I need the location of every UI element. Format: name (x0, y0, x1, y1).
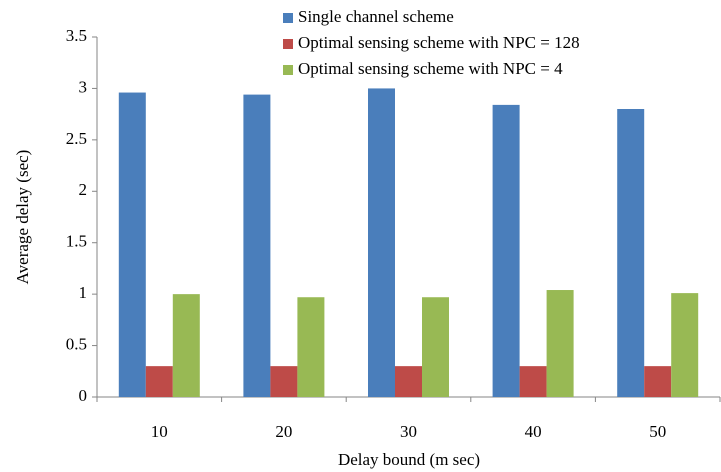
bar (395, 366, 422, 397)
bar (422, 297, 449, 397)
bar (671, 293, 699, 397)
legend-swatch (283, 65, 293, 75)
bar (368, 88, 395, 397)
y-tick-label: 0.5 (66, 334, 87, 353)
x-tick-label: 50 (649, 422, 666, 441)
y-tick-label: 2.5 (66, 129, 87, 148)
legend-swatch (283, 39, 293, 49)
x-tick-label: 40 (525, 422, 542, 441)
bar (617, 109, 645, 397)
bar (519, 366, 547, 397)
bar (118, 92, 146, 398)
bar (644, 366, 672, 397)
y-tick-label: 3 (79, 77, 88, 96)
bar (270, 366, 298, 397)
x-tick-label: 30 (400, 422, 417, 441)
x-tick-label: 10 (151, 422, 168, 441)
y-tick-label: 3.5 (66, 26, 87, 45)
legend-swatch (283, 13, 293, 23)
y-tick-label: 0 (79, 386, 88, 405)
legend-label: Single channel scheme (298, 7, 454, 26)
y-tick-label: 2 (79, 180, 88, 199)
legend-label: Optimal sensing scheme with NPC = 128 (298, 33, 580, 52)
bar (172, 294, 200, 397)
y-tick-label: 1 (79, 283, 88, 302)
bar (145, 366, 173, 397)
x-axis-label: Delay bound (m sec) (338, 450, 480, 469)
x-tick-label: 20 (275, 422, 292, 441)
bar (492, 104, 520, 397)
bar (297, 297, 325, 397)
y-axis-label: Average delay (sec) (13, 150, 32, 285)
bar (243, 94, 271, 397)
y-tick-label: 1.5 (66, 232, 87, 251)
legend-label: Optimal sensing scheme with NPC = 4 (298, 59, 563, 78)
bar (546, 290, 574, 397)
